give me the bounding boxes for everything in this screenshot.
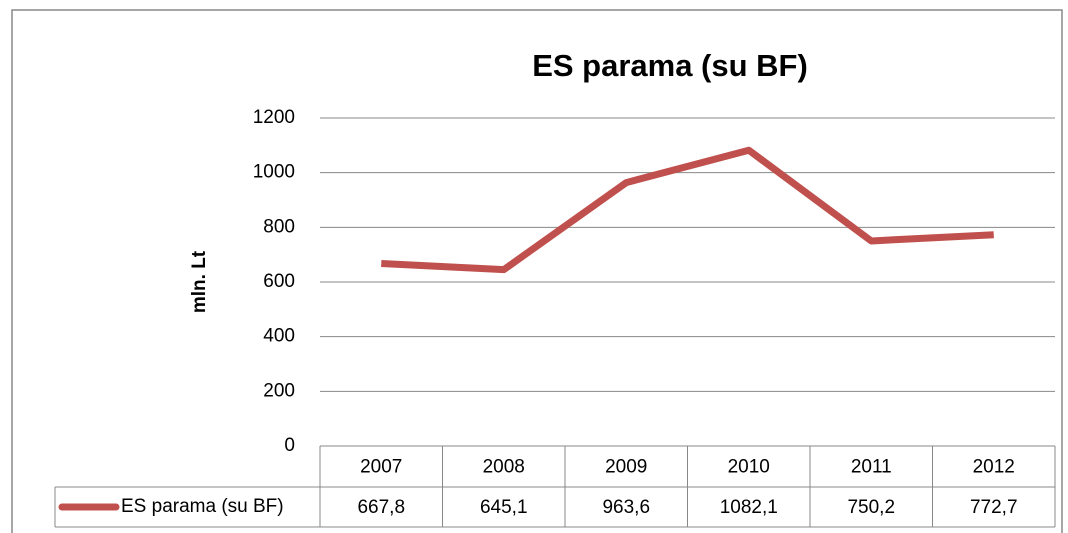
data-table (54, 486, 1055, 528)
table-value: 667,8 (357, 497, 405, 518)
table-value: 645,1 (480, 497, 528, 518)
y-tick-label: 1200 (253, 107, 295, 128)
y-tick-label: 600 (263, 271, 295, 292)
chart-frame (11, 9, 1063, 533)
table-value: 1082,1 (720, 497, 778, 518)
x-tick-label: 2007 (360, 457, 402, 478)
y-tick-label: 0 (284, 435, 295, 456)
y-tick-label: 1000 (253, 162, 295, 183)
x-tick-label: 2011 (851, 457, 892, 478)
table-value: 750,2 (847, 497, 895, 518)
x-tick-label: 2008 (483, 457, 525, 478)
table-value: 772,7 (970, 497, 1018, 518)
y-tick-label: 200 (263, 380, 295, 401)
y-tick-label: 800 (263, 216, 295, 237)
line-series (381, 146, 994, 274)
x-tick-label: 2009 (605, 457, 647, 478)
x-tick-label: 2012 (973, 457, 1015, 478)
legend-label: ES parama (su BF) (121, 496, 284, 517)
y-axis-label: mln. Lt (189, 250, 210, 313)
chart-title: ES parama (su BF) (532, 48, 808, 83)
table-value: 963,6 (602, 497, 650, 518)
x-tick-label: 2010 (728, 457, 770, 478)
y-tick-label: 400 (263, 326, 295, 347)
